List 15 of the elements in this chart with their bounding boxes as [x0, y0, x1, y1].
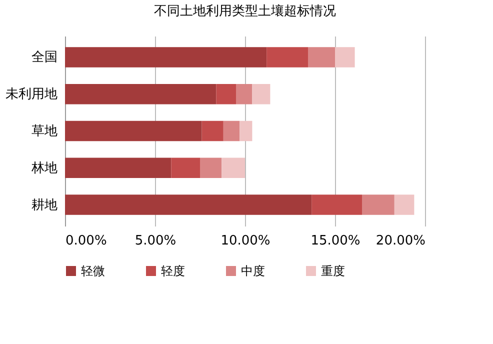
chart-title: 不同土地利用类型土壤超标情况: [154, 4, 336, 19]
y-tick-label: 耕地: [32, 198, 58, 213]
x-tick-label: 20.00%: [376, 234, 426, 248]
legend-label: 轻度: [161, 264, 185, 278]
y-tick-label: 林地: [30, 160, 58, 176]
x-tick-label: 15.00%: [310, 234, 360, 248]
y-tick-label: 草地: [32, 124, 58, 139]
legend-label: 中度: [241, 264, 265, 278]
x-tick-label: 10.00%: [220, 234, 270, 248]
y-tick-label: 未利用地: [6, 87, 58, 102]
x-tick-label: 0.00%: [66, 234, 107, 248]
legend-label: 轻微: [81, 264, 105, 278]
x-tick-label: 5.00%: [134, 234, 176, 248]
y-tick-label: 全国: [32, 50, 58, 66]
legend-label: 重度: [321, 264, 345, 278]
